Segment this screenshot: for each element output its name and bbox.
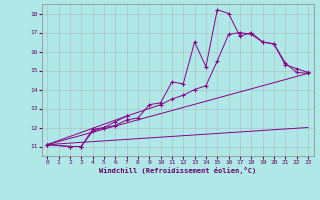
X-axis label: Windchill (Refroidissement éolien,°C): Windchill (Refroidissement éolien,°C) <box>99 167 256 174</box>
